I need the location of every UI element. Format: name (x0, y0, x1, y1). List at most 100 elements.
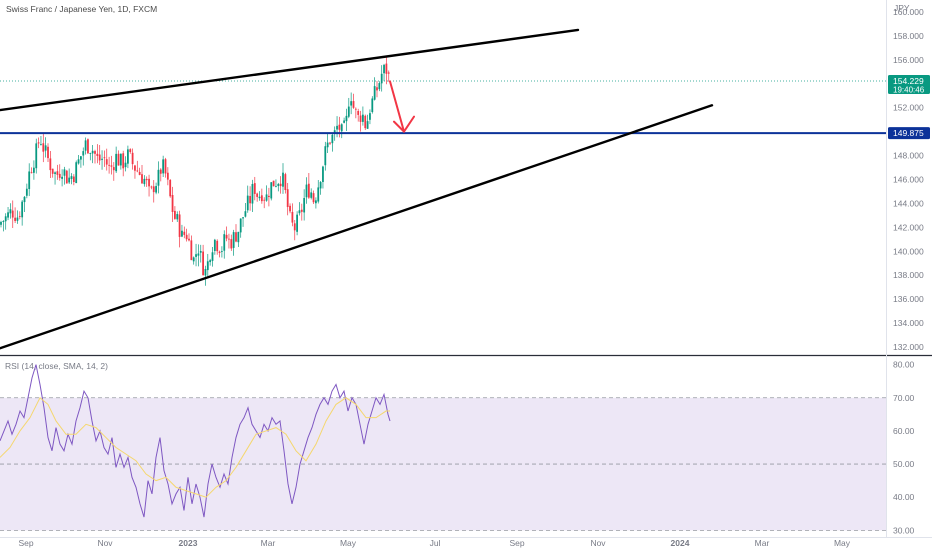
candle (145, 176, 148, 187)
candle-body (228, 238, 230, 240)
candle (68, 168, 71, 185)
candle (14, 207, 16, 223)
candle (112, 162, 115, 181)
candle-body (124, 162, 127, 168)
candle (103, 150, 106, 167)
candle (87, 138, 89, 154)
rsi-tick-label: 60.00 (893, 426, 915, 436)
candle (157, 161, 160, 194)
candle (265, 185, 268, 202)
candle-body (284, 174, 287, 191)
candle-body (232, 232, 235, 248)
candle (383, 63, 385, 82)
candle (326, 132, 329, 153)
candle-body (387, 72, 390, 74)
candle (7, 206, 9, 221)
candle (380, 65, 383, 92)
candle-body (127, 149, 129, 164)
rsi-line (0, 364, 391, 518)
candle (303, 189, 306, 221)
candle-body (47, 146, 49, 159)
candle-body (331, 134, 334, 144)
candle-body (199, 250, 202, 253)
candle (197, 244, 200, 267)
price-tick-label: 144.000 (893, 198, 924, 208)
candle-body (169, 179, 172, 197)
candle-body (293, 223, 296, 231)
trendline-lower[interactable] (0, 104, 714, 350)
candle-body (329, 142, 331, 144)
candle-body (166, 172, 169, 180)
rsi-tick-label: 40.00 (893, 492, 915, 502)
candle (300, 203, 303, 221)
candle (75, 160, 78, 184)
rsi-tick-label: 70.00 (893, 393, 915, 403)
candle (239, 218, 242, 238)
last-price-badge-bg (888, 75, 930, 95)
candle (343, 117, 345, 124)
candle (209, 258, 212, 266)
candle-body (75, 162, 78, 184)
candle (63, 166, 66, 185)
candle (18, 211, 21, 220)
candle (35, 138, 38, 174)
rsi-tick-label: 50.00 (893, 459, 915, 469)
time-tick-label: 2024 (671, 538, 690, 548)
candle-body (58, 173, 61, 178)
candle-body (65, 170, 68, 184)
candle (260, 188, 263, 204)
candle (272, 180, 275, 187)
candle (362, 106, 364, 126)
time-tick-label: 2023 (179, 538, 198, 548)
candle-body (119, 153, 122, 166)
candle-body (383, 64, 385, 74)
candle (359, 110, 362, 132)
candle-body (282, 172, 284, 187)
candle-body (129, 149, 132, 153)
candle (134, 164, 136, 179)
candle-body (305, 184, 308, 198)
candle (0, 220, 2, 228)
time-tick-label: Sep (509, 538, 524, 548)
trendline-upper[interactable] (0, 28, 580, 112)
candle (216, 239, 219, 255)
candle (289, 203, 291, 214)
candle-body (303, 198, 306, 213)
candle (385, 56, 388, 85)
candle-body (70, 176, 73, 179)
candle-body (350, 101, 353, 106)
last-price-countdown: 19:40:46 (893, 86, 925, 95)
candle-body (82, 151, 85, 156)
candle-body (221, 251, 223, 253)
time-tick-label: Sep (18, 538, 33, 548)
candle-body (54, 172, 56, 174)
arrow-shaft[interactable] (389, 80, 405, 133)
candle (11, 200, 14, 228)
price-tick-label: 136.000 (893, 294, 924, 304)
candle (30, 167, 33, 174)
candle-body (28, 171, 31, 190)
candle-body (362, 114, 364, 122)
candle (33, 160, 35, 180)
time-tick-label: Nov (590, 538, 606, 548)
candle (331, 132, 334, 152)
candle (246, 185, 249, 213)
candle-body (268, 195, 270, 197)
candle (282, 163, 284, 194)
candle-body (18, 216, 21, 217)
candle (249, 186, 251, 211)
candle (54, 171, 56, 185)
candle-body (77, 159, 80, 164)
candle-body (298, 210, 301, 214)
candle (298, 202, 301, 216)
candle (263, 197, 266, 209)
candle (152, 180, 155, 203)
candle-body (9, 209, 12, 214)
candle-body (197, 253, 200, 256)
candle-body (145, 178, 148, 181)
arrow-head[interactable] (393, 115, 415, 133)
candle (322, 165, 324, 189)
price-tick-label: 156.000 (893, 55, 924, 65)
